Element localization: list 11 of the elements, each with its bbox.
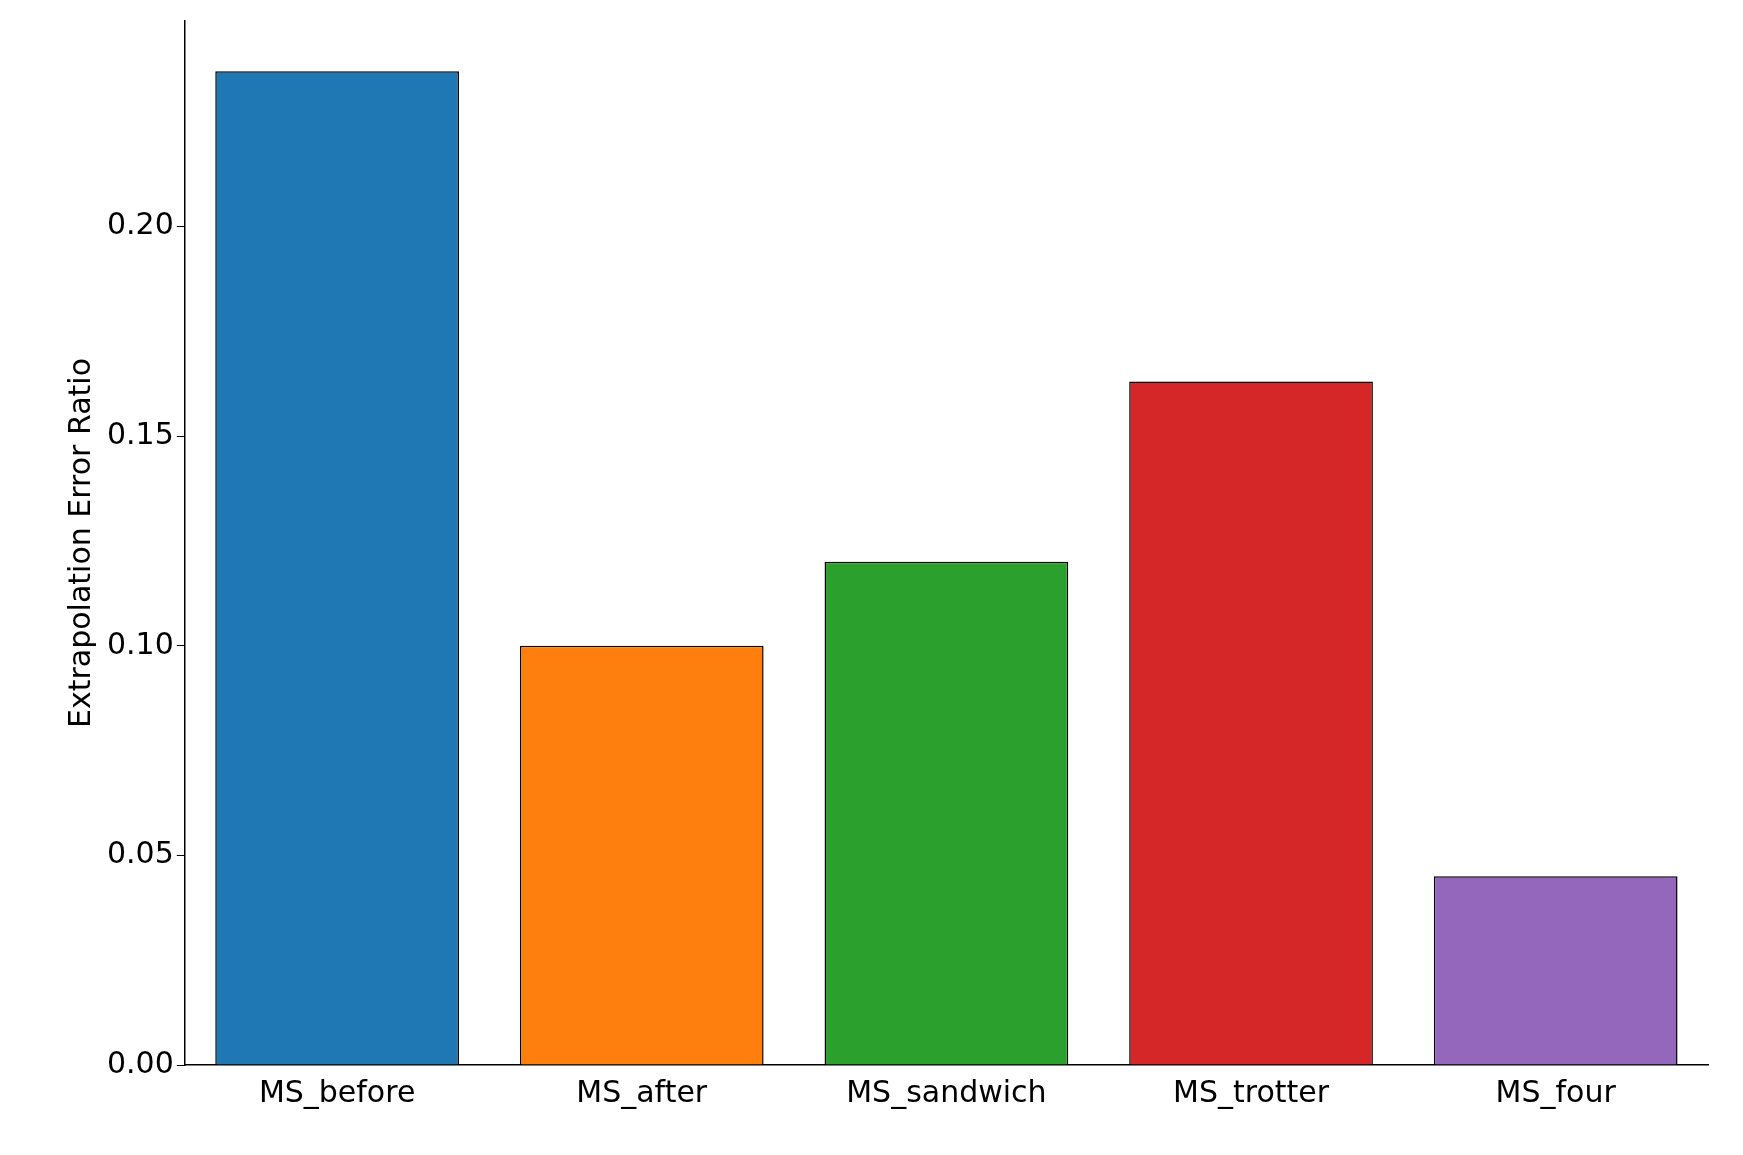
y-axis-title: Extrapolation Error Ratio (61, 358, 97, 728)
y-tick-label: 0.00 (107, 1044, 174, 1080)
y-tick-label: 0.20 (107, 206, 174, 242)
x-tick-label: MS_trotter (1173, 1073, 1330, 1109)
y-tick-label: 0.05 (107, 835, 174, 871)
x-tick-label: MS_four (1495, 1073, 1617, 1109)
x-tick-label: MS_after (576, 1073, 708, 1109)
x-tick-label: MS_sandwich (846, 1073, 1047, 1109)
x-tick-label: MS_before (258, 1073, 416, 1109)
y-tick-label: 0.15 (107, 415, 174, 451)
y-tick-label: 0.10 (107, 625, 174, 661)
